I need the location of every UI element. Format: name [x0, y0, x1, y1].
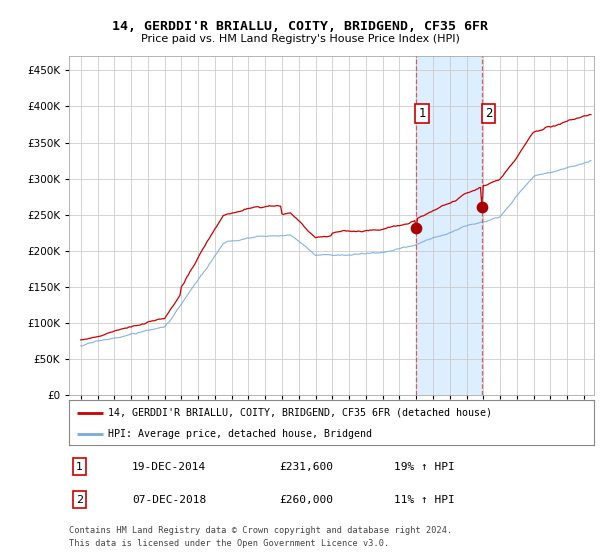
Bar [416, 56, 482, 395]
Text: 1: 1 [418, 107, 426, 120]
Text: 1: 1 [76, 462, 83, 472]
Text: 2: 2 [76, 494, 83, 505]
Text: Contains HM Land Registry data © Crown copyright and database right 2024.
This d: Contains HM Land Registry data © Crown c… [69, 526, 452, 548]
Point [478, 203, 487, 212]
Text: 14, GERDDI'R BRIALLU, COITY, BRIDGEND, CF35 6FR: 14, GERDDI'R BRIALLU, COITY, BRIDGEND, C… [112, 20, 488, 32]
Text: HPI: Average price, detached house, Bridgend: HPI: Average price, detached house, Brid… [109, 429, 373, 439]
Text: 11% ↑ HPI: 11% ↑ HPI [395, 494, 455, 505]
Text: 2: 2 [485, 107, 493, 120]
Text: 14, GERDDI'R BRIALLU, COITY, BRIDGEND, CF35 6FR (detached house): 14, GERDDI'R BRIALLU, COITY, BRIDGEND, C… [109, 408, 493, 418]
Text: £231,600: £231,600 [279, 462, 333, 472]
Text: 07-DEC-2018: 07-DEC-2018 [132, 494, 206, 505]
Text: 19-DEC-2014: 19-DEC-2014 [132, 462, 206, 472]
Text: Price paid vs. HM Land Registry's House Price Index (HPI): Price paid vs. HM Land Registry's House … [140, 34, 460, 44]
Text: £260,000: £260,000 [279, 494, 333, 505]
Point [411, 223, 421, 232]
Text: 19% ↑ HPI: 19% ↑ HPI [395, 462, 455, 472]
